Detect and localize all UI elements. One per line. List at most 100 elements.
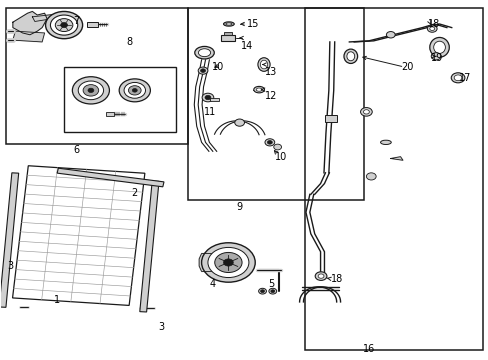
Circle shape xyxy=(260,290,264,293)
Text: 1: 1 xyxy=(54,295,60,305)
Point xyxy=(17,205,23,209)
Line: 2 pts: 2 pts xyxy=(15,279,131,287)
Ellipse shape xyxy=(223,22,234,26)
Ellipse shape xyxy=(225,23,231,25)
Circle shape xyxy=(207,247,248,278)
Bar xyxy=(87,22,98,27)
Text: 7: 7 xyxy=(73,17,79,27)
Bar xyxy=(221,35,234,41)
Circle shape xyxy=(88,88,94,93)
Ellipse shape xyxy=(380,140,390,144)
Point xyxy=(76,167,81,171)
Point xyxy=(134,205,140,209)
Point xyxy=(17,290,23,294)
Ellipse shape xyxy=(256,88,262,91)
Bar xyxy=(13,166,144,305)
Point xyxy=(76,300,81,304)
Point xyxy=(17,195,23,200)
Ellipse shape xyxy=(253,86,264,93)
Point xyxy=(17,215,23,219)
Text: 4: 4 xyxy=(209,279,215,289)
Circle shape xyxy=(318,274,324,278)
Point xyxy=(17,262,23,266)
Point xyxy=(17,252,23,257)
Circle shape xyxy=(366,173,375,180)
Line: 2 pts: 2 pts xyxy=(16,270,132,277)
Bar xyxy=(57,168,163,187)
Bar xyxy=(64,67,176,132)
Bar xyxy=(140,181,159,312)
Point xyxy=(134,262,140,266)
Text: 2: 2 xyxy=(131,188,138,198)
Line: 2 pts: 2 pts xyxy=(25,194,141,202)
Text: 18: 18 xyxy=(427,19,439,29)
Bar xyxy=(223,32,232,35)
Circle shape xyxy=(386,32,394,38)
Point xyxy=(134,195,140,200)
Circle shape xyxy=(270,290,274,293)
Text: 3: 3 xyxy=(158,322,164,332)
Text: 18: 18 xyxy=(330,274,343,284)
Text: 17: 17 xyxy=(458,73,470,83)
Point xyxy=(17,224,23,228)
Text: 13: 13 xyxy=(264,67,277,77)
Point xyxy=(17,233,23,238)
Circle shape xyxy=(132,89,137,92)
Text: 3: 3 xyxy=(7,261,14,271)
Circle shape xyxy=(427,25,436,32)
Circle shape xyxy=(363,110,368,114)
Circle shape xyxy=(124,82,145,98)
Circle shape xyxy=(214,252,242,273)
Text: 10: 10 xyxy=(274,152,286,162)
Line: 2 pts: 2 pts xyxy=(22,213,139,220)
Text: 20: 20 xyxy=(401,62,413,72)
Text: 16: 16 xyxy=(362,343,374,354)
Circle shape xyxy=(429,27,434,31)
Circle shape xyxy=(55,19,73,32)
Bar xyxy=(188,8,363,200)
Circle shape xyxy=(315,272,326,280)
Circle shape xyxy=(202,93,213,102)
Point xyxy=(46,167,52,171)
Line: 2 pts: 2 pts xyxy=(24,203,140,211)
Circle shape xyxy=(453,75,461,81)
Circle shape xyxy=(45,12,82,39)
Point xyxy=(105,300,111,304)
Line: 2 pts: 2 pts xyxy=(17,260,133,267)
Polygon shape xyxy=(13,31,44,42)
Text: 10: 10 xyxy=(211,62,224,72)
Circle shape xyxy=(273,144,281,150)
Line: 2 pts: 2 pts xyxy=(20,232,137,239)
Line: 2 pts: 2 pts xyxy=(14,288,130,296)
Point xyxy=(134,224,140,228)
Circle shape xyxy=(119,79,150,102)
Circle shape xyxy=(264,139,274,146)
Ellipse shape xyxy=(260,60,267,69)
Text: 14: 14 xyxy=(240,41,253,50)
Circle shape xyxy=(430,53,440,60)
Circle shape xyxy=(83,85,99,96)
Circle shape xyxy=(223,259,233,266)
Line: 2 pts: 2 pts xyxy=(100,171,116,303)
Point xyxy=(134,233,140,238)
Ellipse shape xyxy=(343,49,357,63)
Polygon shape xyxy=(32,14,57,22)
Circle shape xyxy=(128,86,141,95)
Text: 5: 5 xyxy=(267,279,274,289)
Point xyxy=(134,215,140,219)
Polygon shape xyxy=(390,157,402,160)
Line: 2 pts: 2 pts xyxy=(18,251,135,258)
Point xyxy=(134,176,140,181)
Point xyxy=(17,281,23,285)
Line: 2 pts: 2 pts xyxy=(21,222,138,230)
Circle shape xyxy=(360,108,371,116)
Circle shape xyxy=(450,73,464,83)
Line: 2 pts: 2 pts xyxy=(19,241,136,249)
Text: 8: 8 xyxy=(126,37,133,47)
Ellipse shape xyxy=(194,46,214,59)
Text: 19: 19 xyxy=(430,53,442,63)
Line: 2 pts: 2 pts xyxy=(26,185,142,192)
Text: 11: 11 xyxy=(204,107,216,117)
Text: 9: 9 xyxy=(236,202,242,212)
Line: 2 pts: 2 pts xyxy=(27,175,143,183)
